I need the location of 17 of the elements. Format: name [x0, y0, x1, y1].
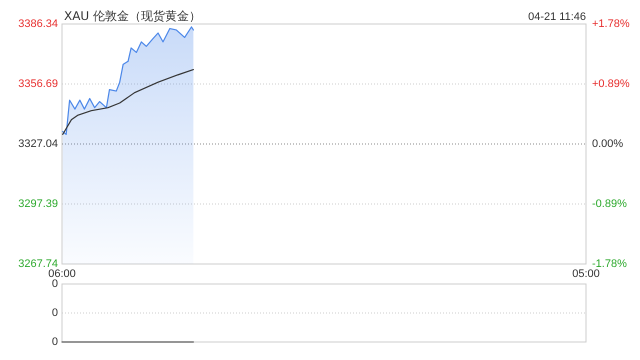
y-tick-label: 0 — [52, 278, 58, 290]
y2-tick-label: 0.00% — [592, 138, 624, 150]
y-tick-label: 0 — [52, 336, 58, 348]
y-tick-label: 3386.34 — [18, 18, 58, 30]
y-tick-label: 3327.04 — [18, 138, 58, 150]
x-tick-label: 06:00 — [48, 268, 76, 280]
y2-tick-label: +1.78% — [592, 18, 630, 30]
y-tick-label: 3267.74 — [18, 258, 58, 270]
y-tick-label: 3297.39 — [18, 198, 58, 210]
y2-tick-label: -1.78% — [592, 258, 628, 270]
text: 04-21 11:46 — [528, 11, 586, 23]
y-tick-label: 0 — [52, 306, 58, 319]
x-tick-label: 05:00 — [572, 268, 600, 280]
chart-title: XAU 伦敦金（现货黄金） — [64, 9, 202, 23]
y2-tick-label: -0.89% — [592, 198, 628, 210]
y-tick-label: 3356.69 — [18, 78, 58, 90]
y2-tick-label: +0.89% — [592, 78, 630, 90]
